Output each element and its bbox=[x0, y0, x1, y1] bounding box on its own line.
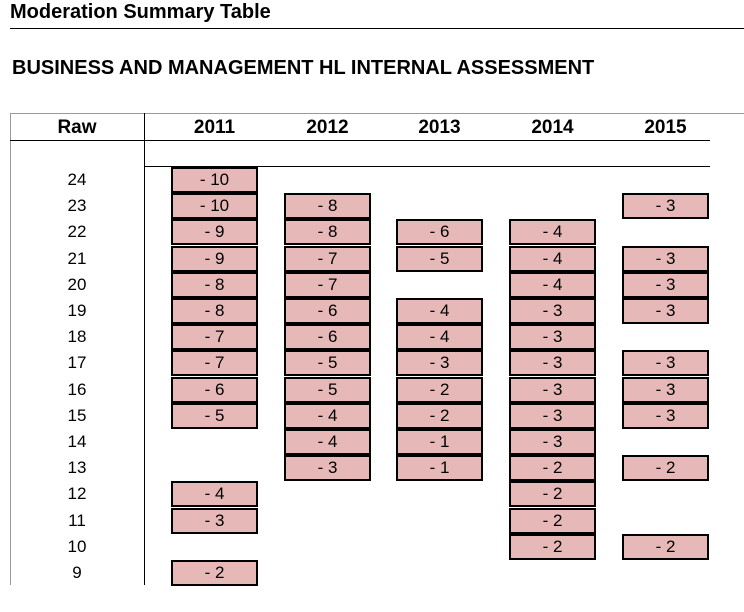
moderation-cell: - 10 bbox=[171, 193, 258, 220]
raw-score-label: 12 bbox=[67, 484, 87, 504]
moderation-cell: - 5 bbox=[396, 245, 483, 272]
moderation-cell: - 3 bbox=[622, 402, 709, 429]
raw-score-label: 17 bbox=[67, 353, 87, 373]
document-subtitle: BUSINESS AND MANAGEMENT HL INTERNAL ASSE… bbox=[12, 57, 595, 79]
header-divider bbox=[10, 140, 710, 141]
moderation-cell: - 3 bbox=[509, 298, 596, 324]
moderation-cell: - 6 bbox=[396, 219, 483, 246]
title-underline bbox=[10, 28, 744, 29]
raw-score-label: 16 bbox=[67, 379, 87, 399]
moderation-cell: - 5 bbox=[171, 402, 258, 429]
moderation-cell: - 4 bbox=[284, 429, 371, 455]
moderation-cell: - 2 bbox=[509, 507, 596, 534]
moderation-cell: - 9 bbox=[171, 245, 258, 272]
year-header-2014: 2014 bbox=[531, 117, 574, 138]
moderation-cell: - 6 bbox=[284, 324, 371, 351]
moderation-cell: - 2 bbox=[509, 455, 596, 482]
raw-column-divider bbox=[144, 113, 145, 585]
moderation-cell: - 3 bbox=[622, 376, 709, 403]
moderation-cell: - 7 bbox=[171, 324, 258, 351]
moderation-cell: - 3 bbox=[622, 350, 709, 377]
moderation-cell: - 4 bbox=[509, 219, 596, 246]
moderation-cell: - 3 bbox=[509, 376, 596, 403]
moderation-cell: - 5 bbox=[284, 376, 371, 403]
raw-score-label: 9 bbox=[72, 563, 82, 582]
raw-score-label: 13 bbox=[67, 458, 87, 478]
moderation-cell: - 6 bbox=[284, 298, 371, 324]
moderation-cell: - 4 bbox=[509, 245, 596, 272]
raw-column-header: Raw bbox=[57, 117, 97, 138]
moderation-cell: - 3 bbox=[396, 350, 483, 377]
raw-score-label: 23 bbox=[67, 196, 87, 216]
moderation-cell: - 3 bbox=[622, 193, 709, 220]
moderation-cell: - 6 bbox=[171, 376, 258, 403]
year-header-2013: 2013 bbox=[418, 117, 461, 138]
raw-score-label: 20 bbox=[67, 274, 87, 294]
moderation-cell: - 3 bbox=[622, 298, 709, 324]
moderation-cell: - 7 bbox=[284, 271, 371, 298]
moderation-cell: - 4 bbox=[171, 481, 258, 508]
moderation-cell: - 4 bbox=[509, 271, 596, 298]
moderation-cell: - 8 bbox=[171, 298, 258, 324]
moderation-cell: - 3 bbox=[509, 402, 596, 429]
moderation-cell: - 8 bbox=[284, 219, 371, 246]
raw-score-label: 18 bbox=[67, 327, 87, 347]
moderation-cell: - 4 bbox=[284, 402, 371, 429]
year-header-2015: 2015 bbox=[644, 117, 687, 138]
raw-score-label: 11 bbox=[68, 510, 86, 530]
moderation-cell: - 8 bbox=[284, 193, 371, 220]
moderation-cell: - 7 bbox=[284, 245, 371, 272]
moderation-cell: - 1 bbox=[396, 429, 483, 455]
raw-score-label: 19 bbox=[67, 301, 87, 320]
raw-score-label: 10 bbox=[67, 536, 87, 556]
table-frame bbox=[10, 113, 744, 585]
moderation-cell: - 3 bbox=[622, 271, 709, 298]
moderation-cell: - 4 bbox=[396, 324, 483, 351]
year-header-2012: 2012 bbox=[306, 117, 349, 138]
moderation-cell: - 5 bbox=[284, 350, 371, 377]
moderation-cell: - 3 bbox=[622, 245, 709, 272]
document-title: Moderation Summary Table bbox=[10, 1, 271, 23]
moderation-cell: - 9 bbox=[171, 219, 258, 246]
moderation-cell: - 2 bbox=[396, 376, 483, 403]
moderation-cell: - 3 bbox=[509, 429, 596, 455]
raw-score-label: 22 bbox=[67, 222, 87, 242]
moderation-cell: - 7 bbox=[171, 350, 258, 377]
moderation-cell: - 3 bbox=[284, 455, 371, 482]
moderation-cell: - 3 bbox=[509, 350, 596, 377]
header-gap-divider bbox=[144, 166, 710, 167]
moderation-cell: - 2 bbox=[622, 455, 709, 482]
raw-score-label: 14 bbox=[67, 432, 87, 451]
raw-score-label: 21 bbox=[67, 248, 87, 268]
year-header-2011: 2011 bbox=[193, 117, 236, 138]
moderation-cell: - 4 bbox=[396, 298, 483, 324]
moderation-cell: - 1 bbox=[396, 455, 483, 482]
moderation-cell: - 8 bbox=[171, 271, 258, 298]
raw-score-label: 24 bbox=[67, 170, 87, 189]
moderation-cell: - 3 bbox=[171, 507, 258, 534]
moderation-cell: - 3 bbox=[509, 324, 596, 351]
raw-score-label: 15 bbox=[67, 405, 87, 425]
moderation-cell: - 2 bbox=[171, 560, 258, 586]
moderation-cell: - 2 bbox=[622, 533, 709, 560]
moderation-cell: - 10 bbox=[171, 167, 258, 193]
moderation-cell: - 2 bbox=[509, 533, 596, 560]
moderation-cell: - 2 bbox=[509, 481, 596, 508]
moderation-cell: - 2 bbox=[396, 402, 483, 429]
